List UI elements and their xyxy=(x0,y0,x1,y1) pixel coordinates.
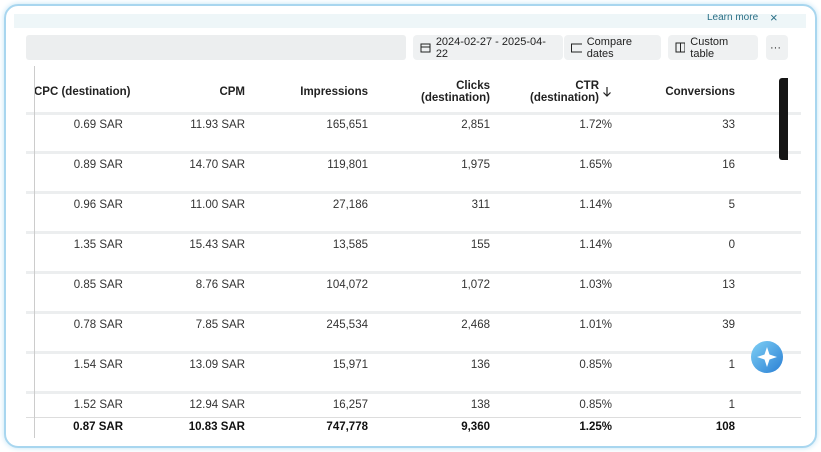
date-range-button[interactable]: 2024-02-27 - 2025-04-22 xyxy=(413,35,563,60)
table-cell: 1.01% xyxy=(579,319,612,331)
table-cell: 33 xyxy=(722,119,735,131)
column-header: Impressions xyxy=(300,86,368,98)
table-cell: 1.54 SAR xyxy=(73,359,123,371)
sort-arrow[interactable] xyxy=(602,86,612,98)
more: ··· xyxy=(770,41,781,54)
row-separator xyxy=(26,191,801,194)
column-header: CPM xyxy=(219,86,245,98)
header-separator xyxy=(26,112,801,115)
table-cell: 0.96 SAR xyxy=(73,199,123,211)
close-button[interactable]: × xyxy=(770,14,778,25)
table-cell: 1.14% xyxy=(579,199,612,211)
column-header: CTR (destination) xyxy=(530,80,599,104)
table-cell: 0.85% xyxy=(579,399,612,411)
table-cell: 0.69 SAR xyxy=(73,119,123,131)
table-cell: 155 xyxy=(470,239,490,251)
table-cell: 0.78 SAR xyxy=(73,319,123,331)
table-cell: 15.43 SAR xyxy=(189,239,245,251)
table: CPC (destination) CPM Impressions Clicks (d… xyxy=(14,14,806,438)
more-button[interactable]: ··· xyxy=(766,35,788,60)
table-cell: 1.65% xyxy=(579,159,612,171)
compare-dates-button[interactable]: Compare dates xyxy=(564,35,661,60)
table-cell: 2,851 xyxy=(461,119,490,131)
table-cell: 1,072 xyxy=(461,279,490,291)
table-cell: 5 xyxy=(728,199,735,211)
search-bar[interactable] xyxy=(26,35,406,60)
date-range: 2024-02-27 - 2025-04-22 xyxy=(435,35,546,60)
table-cell: 2,468 xyxy=(461,319,490,331)
table-cell: 0.85 SAR xyxy=(73,279,123,291)
custom-table: Custom table xyxy=(690,35,729,60)
table-cell: 104,072 xyxy=(326,279,368,291)
compare-dates: Compare dates xyxy=(586,35,632,60)
total-cell: 10.83 SAR xyxy=(188,421,245,433)
column-header: Conversions xyxy=(665,86,735,98)
column-header: Clicks (destination) xyxy=(421,80,490,104)
table-cell: 0.89 SAR xyxy=(73,159,123,171)
table-icon xyxy=(675,42,686,53)
table-cell: 1.03% xyxy=(579,279,612,291)
banner: Learn more × xyxy=(14,14,806,28)
table-cell: 16 xyxy=(722,159,735,171)
table-cell: 11.93 SAR xyxy=(190,119,245,131)
table-cell: 14.70 SAR xyxy=(189,159,245,171)
table-edge xyxy=(34,66,35,438)
panel: Learn more × 2024-02-27 - 2025-04-22 Com… xyxy=(14,14,806,438)
table-cell: 136 xyxy=(470,359,490,371)
table-cell: 1.35 SAR xyxy=(73,239,123,251)
row-separator xyxy=(26,311,801,314)
table-cell: 1,975 xyxy=(461,159,490,171)
total-cell: 108 xyxy=(715,421,735,433)
table-cell: 165,651 xyxy=(326,119,368,131)
table-cell: 245,534 xyxy=(326,319,368,331)
assistant-button[interactable] xyxy=(749,339,785,375)
table-cell: 11.00 SAR xyxy=(190,199,245,211)
table-cell: 138 xyxy=(470,399,490,411)
total-cell: 0.87 SAR xyxy=(73,421,123,433)
table-cell: 7.85 SAR xyxy=(195,319,245,331)
table-cell: 15,971 xyxy=(332,359,368,371)
side-tab[interactable] xyxy=(779,78,788,160)
calendar-icon xyxy=(420,43,431,53)
total-cell: 747,778 xyxy=(326,421,368,433)
window-frame xyxy=(4,4,817,448)
total-cell: 1.25% xyxy=(579,421,612,433)
table-cell: 0 xyxy=(728,239,735,251)
table-cell: 13 xyxy=(722,279,735,291)
row-separator xyxy=(26,231,801,234)
row-separator xyxy=(26,391,801,394)
compare-icon xyxy=(571,43,582,52)
table-cell: 16,257 xyxy=(332,399,368,411)
row-separator xyxy=(26,271,801,274)
assistant-star xyxy=(757,347,777,367)
total-separator xyxy=(26,417,801,418)
custom-table-button[interactable]: Custom table xyxy=(668,35,758,60)
table-cell: 119,801 xyxy=(327,159,368,171)
table-cell: 1.72% xyxy=(579,119,612,131)
column-header: CPC (destination) xyxy=(34,86,131,98)
table-cell: 0.85% xyxy=(579,359,612,371)
table-cell: 39 xyxy=(722,319,735,331)
table-cell: 27,186 xyxy=(332,199,368,211)
row-separator xyxy=(26,151,801,154)
table-cell: 1.52 SAR xyxy=(73,399,123,411)
row-separator xyxy=(26,351,801,354)
table-cell: 13,585 xyxy=(332,239,368,251)
total-cell: 9,360 xyxy=(461,421,490,433)
learn-more-link[interactable]: Learn more xyxy=(707,14,759,23)
table-cell: 311 xyxy=(471,199,490,211)
table-cell: 1.14% xyxy=(579,239,612,251)
table-cell: 13.09 SAR xyxy=(189,359,245,371)
table-cell: 8.76 SAR xyxy=(195,279,245,291)
table-cell: 12.94 SAR xyxy=(189,399,245,411)
table-cell: 1 xyxy=(728,399,735,411)
table-cell: 1 xyxy=(728,359,735,371)
